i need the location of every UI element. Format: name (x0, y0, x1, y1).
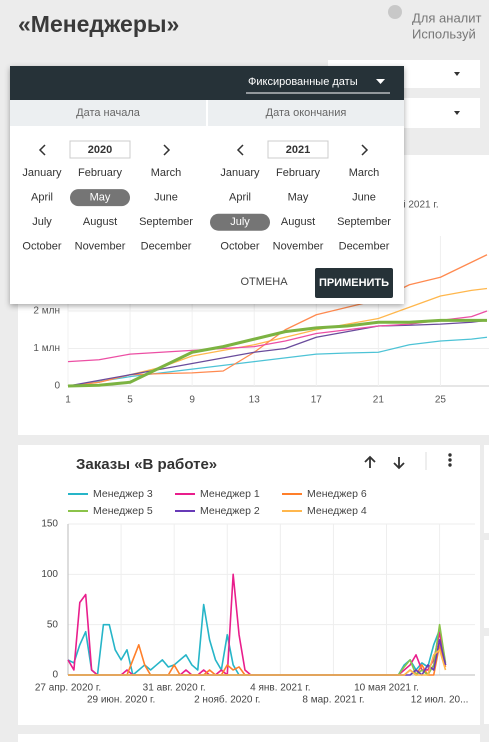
year: 2020 (88, 144, 112, 156)
month[interactable]: July (32, 216, 52, 228)
month[interactable]: June (352, 192, 376, 204)
chart-subtitle: й 2021 г. (400, 200, 439, 211)
x-tick-label: 1 (65, 395, 71, 406)
card (18, 734, 480, 742)
year-box[interactable] (267, 140, 329, 159)
card-edge (484, 636, 489, 724)
x-tick-label: 21 (373, 395, 385, 406)
legend-label[interactable]: Менеджер 6 (307, 488, 367, 500)
prev-arrow[interactable] (38, 144, 46, 156)
month[interactable]: February (78, 167, 123, 179)
month[interactable]: January (22, 167, 62, 179)
mode-arrow[interactable] (376, 79, 385, 84)
y-tick-label: 150 (41, 519, 58, 530)
x-tick-label: 12 июл. 20... (411, 695, 469, 706)
x-tick-label: 5 (127, 395, 133, 406)
tab-label: Дата окончания (266, 107, 347, 119)
help-icon[interactable] (388, 5, 402, 19)
x-tick-label: 4 янв. 2021 г. (250, 683, 310, 694)
month[interactable]: March (349, 167, 380, 179)
dropdown-arrow (454, 72, 460, 76)
x-tick-label: 9 (189, 395, 195, 406)
page-title: «Менеджеры» (18, 11, 179, 37)
y-tick-label: 0 (52, 670, 58, 681)
apply-button[interactable] (315, 268, 393, 298)
legend-label[interactable]: Менеджер 4 (307, 505, 367, 517)
y-tick-label: 100 (41, 569, 58, 580)
x-tick-label: 2 нояб. 2020 г. (194, 694, 260, 706)
month[interactable]: June (154, 192, 178, 204)
month[interactable]: January (220, 167, 260, 179)
help-text: Для аналит (412, 10, 482, 25)
month[interactable]: February (276, 167, 321, 179)
card-edge (484, 540, 489, 628)
series-line (67, 336, 488, 387)
selected-month (210, 213, 270, 231)
y-tick-label: 50 (47, 619, 59, 630)
x-tick-label: 17 (311, 395, 323, 406)
x-tick-label: 27 апр. 2020 г. (35, 683, 101, 694)
x-tick-label: 10 мая 2021 г. (354, 683, 419, 694)
tab[interactable] (10, 100, 206, 126)
next-arrow[interactable] (163, 144, 171, 156)
y-tick-label: 1 млн (33, 343, 60, 354)
x-tick-label: 13 (249, 395, 261, 406)
month[interactable]: September (337, 216, 391, 228)
legend-label[interactable]: Менеджер 2 (200, 505, 260, 517)
chart-title: Заказы «В работе» (76, 456, 217, 473)
month[interactable]: November (273, 241, 324, 253)
legend-label[interactable]: Менеджер 5 (93, 505, 153, 517)
next-arrow[interactable] (361, 144, 369, 156)
month[interactable]: November (75, 241, 126, 253)
card-edge (484, 445, 489, 533)
series-line (67, 318, 487, 388)
series-line (67, 319, 488, 387)
month[interactable]: September (139, 216, 193, 228)
legend-label[interactable]: Менеджер 1 (200, 488, 260, 500)
year: 2021 (286, 144, 310, 156)
month[interactable]: May (90, 192, 111, 204)
prev-arrow[interactable] (236, 144, 244, 156)
month[interactable]: May (288, 192, 309, 204)
tab-label: Дата начала (76, 107, 141, 119)
x-tick-label: 31 авг. 2020 г. (143, 683, 206, 694)
month[interactable]: October (22, 241, 61, 253)
legend-label[interactable]: Менеджер 3 (93, 488, 153, 500)
series-line (68, 649, 447, 676)
orders-chart: Заказы «В работе» Менеджер 3 Менеджер 1 Ме… (35, 452, 475, 706)
month[interactable]: April (31, 192, 53, 204)
month[interactable]: August (281, 216, 315, 228)
x-tick-label: 8 мар. 2021 г. (302, 695, 364, 706)
y-tick-label: 2 млн (33, 306, 60, 317)
month[interactable]: October (220, 241, 259, 253)
cancel-label: ОТМЕНА (240, 276, 288, 288)
dropdown-arrow (454, 111, 460, 115)
year-box[interactable] (69, 140, 131, 159)
apply-label: ПРИМЕНИТЬ (319, 277, 389, 289)
x-tick-label: 25 (435, 395, 447, 406)
x-tick-label: 29 июн. 2020 г. (87, 695, 155, 706)
month[interactable]: December (339, 241, 390, 253)
mode-select[interactable]: Фиксированные даты (248, 76, 358, 88)
series-line (67, 254, 488, 387)
date-picker: Фиксированные даты Дата начала Дата окон… (10, 66, 404, 304)
cancel-button[interactable] (240, 268, 290, 296)
month[interactable]: July (230, 216, 250, 228)
y-tick-label: 0 (54, 381, 60, 392)
month[interactable]: August (83, 216, 117, 228)
picker-header (10, 66, 404, 100)
help-text: Используй (412, 26, 476, 41)
month[interactable]: December (141, 241, 192, 253)
month[interactable]: March (151, 167, 182, 179)
menu-icon[interactable] (448, 453, 452, 467)
selected-month (70, 189, 130, 207)
month[interactable]: April (229, 192, 251, 204)
card (18, 445, 480, 725)
sort-icons[interactable] (364, 455, 405, 470)
tab[interactable] (208, 100, 404, 126)
